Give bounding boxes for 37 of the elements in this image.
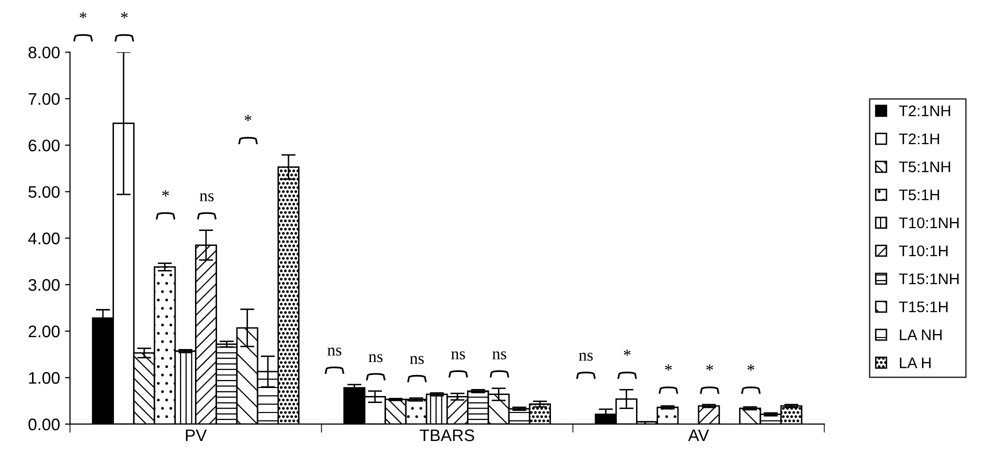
- legend-label: T10:1NH: [899, 217, 959, 228]
- y-tick-label: 8.00: [28, 46, 60, 58]
- annotation: ns: [451, 351, 466, 360]
- legend-label: T15:1H: [899, 302, 948, 312]
- y-tick-label: 0.00: [28, 418, 60, 430]
- x-tick-label: AV: [688, 430, 710, 442]
- y-tick-label: 5.00: [28, 186, 60, 198]
- legend-label: T2:1NH: [899, 105, 950, 116]
- y-tick-label: 7.00: [28, 93, 60, 105]
- annotation: ns: [368, 354, 383, 362]
- legend-label: LA NH: [900, 330, 942, 340]
- annotation: *: [244, 114, 252, 122]
- annotation: *: [624, 350, 631, 356]
- y-tick-label: 4.00: [28, 232, 60, 244]
- annotation: ns: [200, 193, 214, 202]
- y-tick-label: 1.00: [29, 372, 60, 384]
- annotation: *: [665, 364, 672, 371]
- text: *: [80, 12, 86, 18]
- annotation: ns: [578, 352, 593, 361]
- legend-label: T15:1NH: [899, 274, 959, 284]
- y-tick-label: 6.00: [28, 140, 60, 152]
- legend-label: T5:1H: [899, 190, 940, 200]
- y-tick-label: 3.00: [28, 279, 60, 291]
- annotation: ns: [327, 348, 342, 356]
- legend-label: T2:1H: [899, 133, 940, 144]
- annotation: *: [162, 190, 169, 196]
- annotation: ns: [410, 356, 424, 364]
- x-tick-label: TBARS: [420, 429, 474, 442]
- legend-label: T5:1NH: [899, 162, 950, 172]
- x-tick-label: PV: [186, 430, 207, 442]
- annotation: *: [748, 364, 754, 371]
- annotation: *: [706, 364, 714, 371]
- legend-label: LA H: [900, 358, 931, 368]
- text: *: [120, 12, 128, 18]
- annotation: ns: [492, 351, 506, 360]
- legend-label: T10:1H: [899, 245, 948, 256]
- y-tick-label: 2.00: [28, 326, 60, 338]
